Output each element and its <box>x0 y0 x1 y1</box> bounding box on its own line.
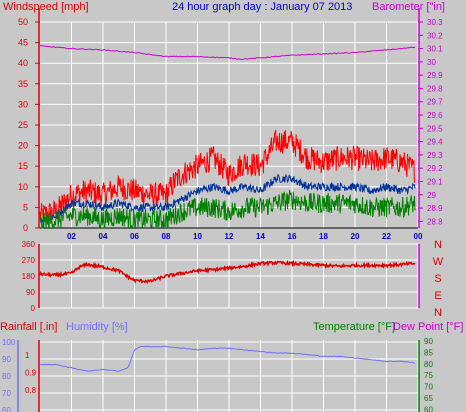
y2-tick-label: 28.9 <box>427 204 443 213</box>
humidity-tick-label: 70 <box>2 389 11 398</box>
rainfall-axis-label: Rainfall [.in] <box>0 321 57 333</box>
gust-series-line <box>39 129 416 223</box>
x-tick-label: 22 <box>382 232 391 241</box>
humidity-tick-label: 100 <box>2 338 16 347</box>
humidity-series-line <box>39 345 416 372</box>
y2-tick-label: 29.6 <box>427 111 443 120</box>
y-tick-label: 30 <box>18 99 28 109</box>
x-tick-label: 18 <box>319 232 328 241</box>
y-tick-label: 20 <box>18 141 28 151</box>
x-tick-label: 16 <box>288 232 297 241</box>
y-tick-label: 40 <box>18 58 28 68</box>
y-tick-label: 10 <box>18 182 28 192</box>
average-series-line <box>39 173 416 224</box>
rainfall-tick-label: 0.8 <box>25 386 37 395</box>
y2-tick-label: 28.8 <box>427 217 443 226</box>
rainfall-tick-label: 0.9 <box>25 369 37 378</box>
y2-tick-label: 29.4 <box>427 138 443 147</box>
chart-title: 24 hour graph day : January 07 2013 <box>172 1 352 13</box>
windspeed-series-line <box>39 189 416 230</box>
y-tick-label: 15 <box>18 161 28 171</box>
x-tick-label: 00 <box>414 232 423 241</box>
y-tick-label: 45 <box>18 38 28 48</box>
x-tick-label: 06 <box>130 232 139 241</box>
y-tick-label: 25 <box>18 120 28 130</box>
y2-tick-label: 30 <box>427 58 436 67</box>
y2-tick-label: 29.1 <box>427 177 443 186</box>
y2-tick-label: 29 <box>427 191 436 200</box>
temperature-tick-label: 90 <box>424 337 433 346</box>
x-tick-label: 20 <box>351 232 360 241</box>
y2-tick-label: 29.5 <box>427 124 443 133</box>
temperature-tick-label: 65 <box>424 394 433 403</box>
wind-barometer-panel: 0 5 10 15 20 25 30 35 40 45 50 02 04 06 08 10 12 14 16 18 20… <box>18 8 443 241</box>
direction-label: N <box>434 239 442 251</box>
temperature-tick-label: 80 <box>424 360 433 369</box>
y-tick-label: 270 <box>22 256 36 265</box>
direction-label: N <box>434 307 442 319</box>
y2-tick-label: 29.3 <box>427 151 443 160</box>
temperature-tick-label: 60 <box>424 405 433 412</box>
x-tick-label: 12 <box>225 232 234 241</box>
dewpoint-axis-label: Dew Point [°F] <box>393 321 463 333</box>
y-tick-label: 90 <box>26 288 35 297</box>
wind-direction-series-line <box>39 259 416 284</box>
y-tick-label: 0 <box>31 304 36 313</box>
direction-label: W <box>433 256 444 268</box>
y2-tick-label: 29.9 <box>427 71 443 80</box>
humidity-tick-label: 60 <box>2 406 11 412</box>
y2-tick-label: 30.2 <box>427 31 443 40</box>
direction-label: E <box>434 290 441 302</box>
x-tick-label: 10 <box>193 232 202 241</box>
y2-tick-label: 29.2 <box>427 164 443 173</box>
x-tick-label: 08 <box>162 232 171 241</box>
barometer-series-line <box>39 45 416 61</box>
rainfall-tick-label: 1 <box>25 351 30 360</box>
x-tick-label: 04 <box>99 232 108 241</box>
x-tick-label: 14 <box>256 232 265 241</box>
barometer-axis-label: Barometer ["in] <box>372 1 445 13</box>
temperature-tick-label: 85 <box>424 348 433 357</box>
humidity-tick-label: 80 <box>2 372 11 381</box>
humidity-axis-label: Humidity [%] <box>66 321 128 333</box>
y2-tick-label: 30.3 <box>427 18 443 27</box>
temperature-tick-label: 70 <box>424 383 433 392</box>
temperature-axis-label: Temperature [°F] <box>313 321 395 333</box>
y-tick-label: 35 <box>18 79 28 89</box>
y2-tick-label: 29.8 <box>427 84 443 93</box>
humidity-tick-label: 90 <box>2 355 11 364</box>
temperature-tick-label: 75 <box>424 371 433 380</box>
y-tick-label: 5 <box>23 202 28 212</box>
y-tick-label: 360 <box>22 240 36 249</box>
y-tick-label: 50 <box>18 17 28 27</box>
windspeed-axis-label: Windspeed [mph] <box>3 1 89 13</box>
rain-humidity-temperature-panel: 100 90 80 70 60 1 0.9 0.8 90 85 80 75 70 65 60 <box>2 337 433 412</box>
y2-tick-label: 30.1 <box>427 45 443 54</box>
x-tick-label: 02 <box>67 232 76 241</box>
direction-label: S <box>434 273 441 285</box>
y-tick-label: 0 <box>23 223 28 233</box>
y2-tick-label: 29.7 <box>427 98 443 107</box>
y-tick-label: 180 <box>22 272 36 281</box>
